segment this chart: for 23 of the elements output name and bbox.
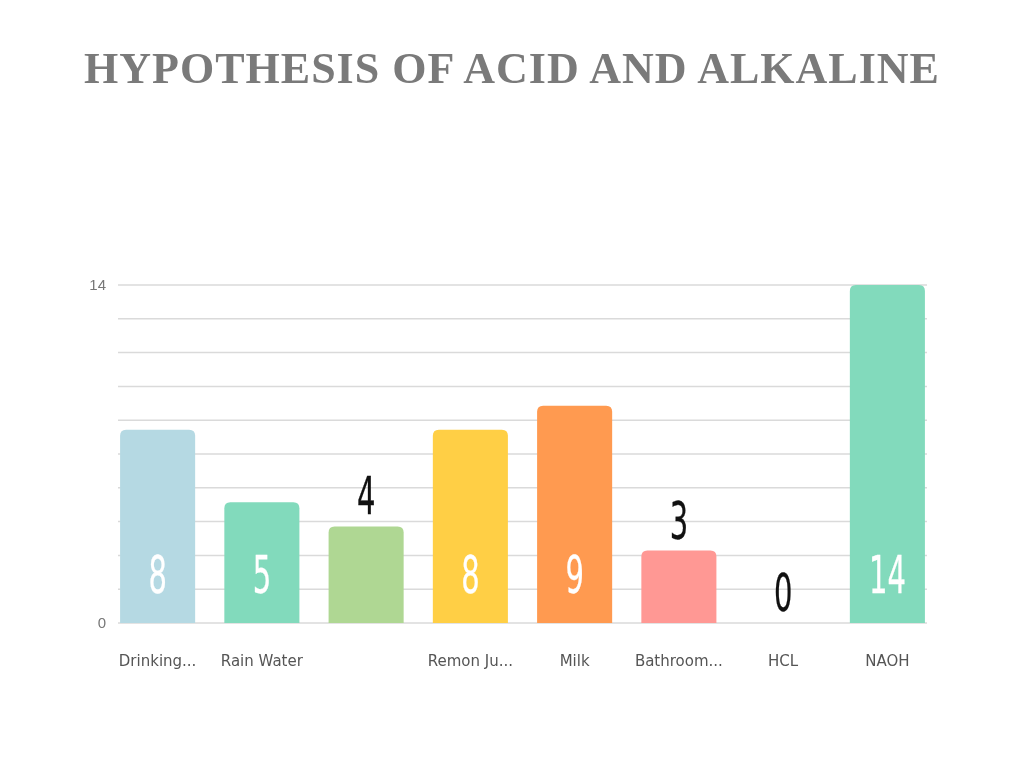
x-tick-label: Milk	[559, 652, 590, 670]
data-label: 4	[356, 466, 376, 527]
data-label: 8	[148, 544, 167, 606]
bar	[537, 405, 613, 623]
x-tick-label: Drinking...	[118, 652, 197, 670]
bar	[432, 429, 508, 623]
chart-title: HYPOTHESIS OF ACID AND ALKALINE	[84, 44, 940, 93]
data-label: 5	[252, 544, 272, 606]
data-label: 8	[461, 544, 480, 606]
x-tick-label: Rain Water	[220, 652, 304, 670]
bar	[224, 502, 300, 623]
x-tick-label: Bathroom...	[634, 652, 723, 670]
bar	[328, 526, 404, 623]
data-label: 3	[669, 490, 689, 551]
data-label: 0	[773, 562, 793, 624]
data-label: 14	[868, 544, 906, 606]
x-tick-label: NAOH	[865, 652, 910, 670]
bar	[849, 285, 925, 623]
x-tick-label: HCL	[768, 652, 799, 670]
bar	[641, 550, 717, 623]
x-tick-label: Remon Ju...	[427, 652, 514, 670]
bar	[120, 429, 196, 623]
data-label: 9	[565, 544, 584, 606]
